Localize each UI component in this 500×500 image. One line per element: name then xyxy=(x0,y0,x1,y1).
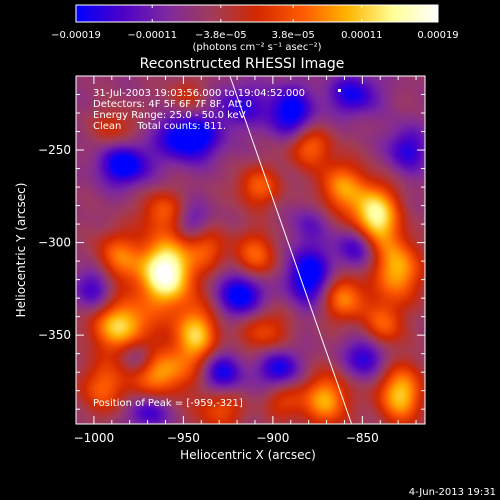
annotation-clean-counts: Clean Total counts: 811. xyxy=(93,121,226,132)
x-tick-label: −850 xyxy=(346,431,379,445)
colorbar-tick-label: −0.00011 xyxy=(127,30,177,41)
colorbar-ticks: −0.00019 −0.00011 −3.8e−05 3.8e−05 0.00011 0.… xyxy=(51,5,459,41)
x-axis-label: Heliocentric X (arcsec) xyxy=(180,448,316,462)
image-area: −1000 −950 −900 −850 −250 −300 −350 xyxy=(38,75,426,445)
x-tick-label: −950 xyxy=(167,431,200,445)
chart-title: Reconstructed RHESSI Image xyxy=(140,56,345,72)
axis-ticks: −1000 −950 −900 −850 −250 −300 −350 xyxy=(38,76,425,445)
colorbar-tick-label: −0.00019 xyxy=(51,30,101,41)
solar-limb-line xyxy=(229,75,353,425)
x-tick-label: −1000 xyxy=(74,431,115,445)
annotation-block: 31-Jul-2003 19:03:56.000 to 19:04:52.000… xyxy=(93,88,341,409)
colorbar-tick-label: 0.00019 xyxy=(417,30,458,41)
annotation-time-range: 31-Jul-2003 19:03:56.000 to 19:04:52.000 xyxy=(93,88,305,99)
colorbar-units-label: (photons cm⁻² s⁻¹ asec⁻²) xyxy=(192,42,321,53)
y-tick-label: −250 xyxy=(38,143,71,157)
y-axis-label: Heliocentric Y (arcsec) xyxy=(14,183,28,318)
colorbar-tick-label: 0.00011 xyxy=(341,30,382,41)
y-tick-label: −350 xyxy=(38,328,71,342)
y-tick-label: −300 xyxy=(38,236,71,250)
plot-frame xyxy=(75,75,426,425)
colorbar-tick-label: −3.8e−05 xyxy=(195,30,247,41)
annotation-peak-position: Position of Peak = [-959,-321] xyxy=(93,398,243,409)
x-tick-label: −900 xyxy=(256,431,289,445)
footer-timestamp: 4-Jun-2013 19:31 xyxy=(409,487,496,498)
colorbar-tick-label: 3.8e−05 xyxy=(272,30,315,41)
peak-marker xyxy=(338,89,341,92)
colorbar-gradient xyxy=(75,4,439,23)
colorbar: −0.00019 −0.00011 −3.8e−05 3.8e−05 0.00011 0.… xyxy=(51,4,459,53)
annotation-energy-range: Energy Range: 25.0 - 50.0 keV xyxy=(93,110,246,121)
annotation-detectors: Detectors: 4F 5F 6F 7F 8F, Att 0 xyxy=(93,99,252,110)
